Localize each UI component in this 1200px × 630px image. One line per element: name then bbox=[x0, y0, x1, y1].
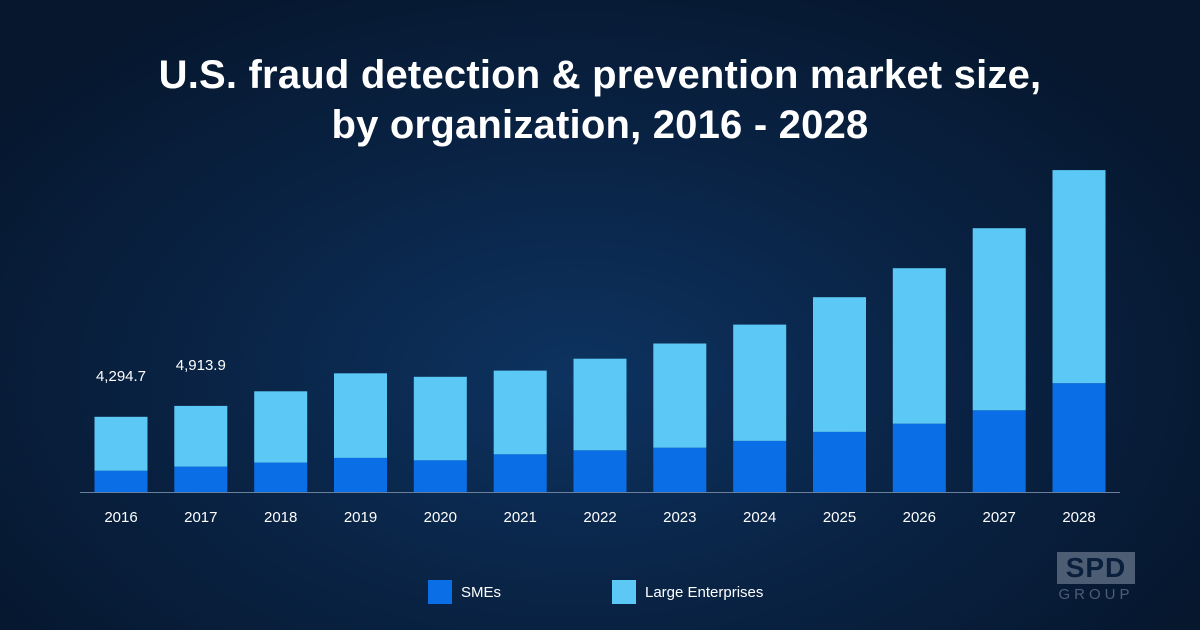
bar-smes-2024 bbox=[733, 440, 787, 492]
x-tick-label-2028: 2028 bbox=[1062, 509, 1095, 526]
bar-smes-2019 bbox=[334, 457, 387, 492]
x-tick-label-2021: 2021 bbox=[504, 509, 537, 526]
legend-item-smes: SMEs bbox=[428, 580, 501, 604]
bar-large-enterprises-2024 bbox=[733, 324, 787, 441]
legend-swatch-smes bbox=[428, 580, 452, 604]
bar-large-enterprises-2022 bbox=[573, 358, 627, 451]
bar-smes-2022 bbox=[573, 450, 627, 492]
logo-main-text: SPD bbox=[1057, 552, 1135, 584]
bar-large-enterprises-2023 bbox=[653, 343, 707, 448]
bar-smes-2023 bbox=[653, 447, 707, 492]
bar-large-enterprises-2019 bbox=[334, 373, 387, 458]
x-tick-label-2020: 2020 bbox=[424, 509, 457, 526]
x-tick-label-2018: 2018 bbox=[264, 509, 297, 526]
bar-smes-2018 bbox=[254, 462, 308, 492]
bar-smes-2026 bbox=[892, 423, 946, 492]
bar-large-enterprises-2018 bbox=[254, 391, 308, 463]
chart-legend: SMEs Large Enterprises bbox=[0, 580, 1200, 606]
legend-label-large-enterprises: Large Enterprises bbox=[645, 583, 764, 601]
bar-smes-2020 bbox=[413, 460, 467, 492]
spd-group-logo: SPD GROUP bbox=[1057, 552, 1135, 604]
x-tick-label-2022: 2022 bbox=[583, 509, 616, 526]
bar-large-enterprises-2025 bbox=[813, 297, 866, 432]
x-tick-label-2017: 2017 bbox=[184, 509, 217, 526]
chart-title-line-1: U.S. fraud detection & prevention market… bbox=[158, 53, 1042, 97]
bar-smes-2028 bbox=[1052, 383, 1106, 492]
stacked-bar-chart: 2016 2017 2018 2019 2020 2021 2022 2023 2024 2025… bbox=[80, 170, 1120, 526]
bar-large-enterprises-2020 bbox=[413, 376, 467, 461]
chart-title-line-2: by organization, 2016 - 2028 bbox=[331, 103, 869, 147]
legend-label-smes: SMEs bbox=[461, 583, 502, 601]
legend-item-large-enterprises: Large Enterprises bbox=[612, 580, 763, 604]
bar-smes-2025 bbox=[813, 431, 866, 492]
bar-smes-2017 bbox=[174, 466, 228, 492]
legend-swatch-large-enterprises bbox=[612, 580, 636, 604]
bar-large-enterprises-2027 bbox=[972, 228, 1026, 411]
data-label-2016: 4,294.7 bbox=[96, 368, 146, 385]
bar-large-enterprises-2026 bbox=[892, 268, 946, 424]
x-tick-label-2025: 2025 bbox=[823, 509, 856, 526]
logo-sub-text: GROUP bbox=[1058, 586, 1134, 603]
bar-large-enterprises-2017 bbox=[174, 405, 228, 467]
bar-smes-2021 bbox=[493, 454, 547, 492]
data-label-2017: 4,913.9 bbox=[176, 357, 226, 374]
chart-title: U.S. fraud detection & prevention market… bbox=[0, 50, 1200, 150]
x-tick-label-2016: 2016 bbox=[104, 509, 137, 526]
bar-smes-2027 bbox=[972, 410, 1026, 492]
x-tick-label-2026: 2026 bbox=[903, 509, 936, 526]
bar-large-enterprises-2028 bbox=[1052, 170, 1106, 384]
x-tick-label-2027: 2027 bbox=[983, 509, 1016, 526]
bar-smes-2016 bbox=[94, 470, 148, 492]
bar-large-enterprises-2016 bbox=[94, 416, 148, 471]
x-tick-label-2024: 2024 bbox=[743, 509, 776, 526]
bar-large-enterprises-2021 bbox=[493, 370, 547, 455]
x-tick-label-2019: 2019 bbox=[344, 509, 377, 526]
x-tick-label-2023: 2023 bbox=[663, 509, 696, 526]
